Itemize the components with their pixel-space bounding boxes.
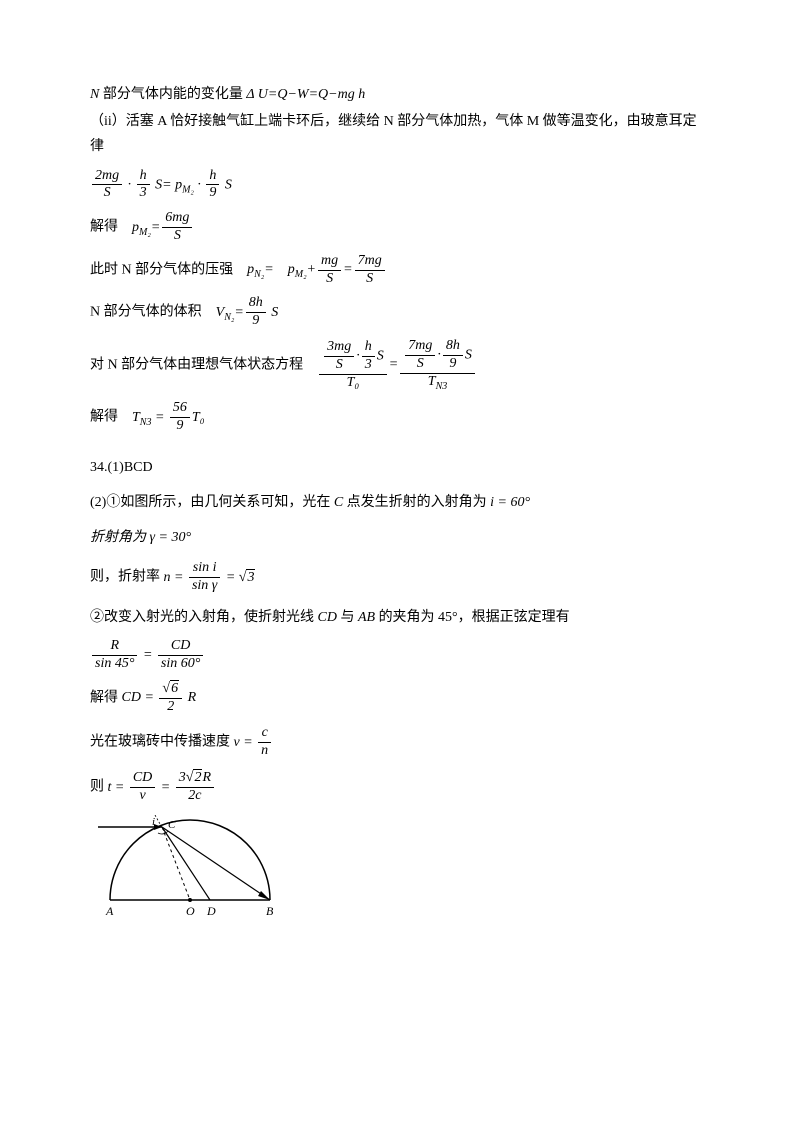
optics-diagram: i C A O D B [90,815,290,925]
equation-10: 光在玻璃砖中传播速度 v = cn [90,725,704,760]
equation-3: 此时 N 部分气体的压强 pN₂= pM₂+mgS=7mgS [90,253,704,288]
equation-2: 解得 pM₂=6mgS [90,210,704,245]
label-D: D [206,904,216,918]
label-B: B [266,904,274,918]
label-O: O [186,904,195,918]
equation-4: N 部分气体的体积 VN₂=8h9 S [90,295,704,330]
q34-answer: 34.(1)BCD [90,455,704,480]
line-8: (2)①如图所示，由几何关系可知，光在 C 点发生折射的入射角为 i = 60° [90,490,704,515]
line-11: ②改变入射光的入射角，使折射光线 CD 与 AB 的夹角为 45°，根据正弦定理… [90,605,704,630]
equation-8: Rsin 45° = CDsin 60° [90,638,704,673]
equation-7: 则，折射率 n = sin isin γ = √3 [90,560,704,595]
line-1: N 部分气体内能的变化量 Δ U=Q−W=Q−mg h [90,82,704,107]
equation-9: 解得 CD = √62 R [90,681,704,716]
equation-11: 则 t = CDv = 3√2R2c [90,770,704,805]
equation-5: 对 N 部分气体由理想气体状态方程 3mgS·h3ST₀=7mgS·8h9STN… [90,338,704,392]
equation-1: 2mgS · h3 S= pM₂ · h9 S [90,168,704,203]
label-i: i [152,816,155,828]
label-C: C [168,819,176,831]
label-A: A [105,904,114,918]
equation-6: 解得 TN3 = 569T₀ [90,400,704,435]
line-9: 折射角为 γ = 30° [90,525,704,550]
line-2: （ii）活塞 A 恰好接触气缸上端卡环后，继续给 N 部分气体加热，气体 M 做… [90,109,704,159]
